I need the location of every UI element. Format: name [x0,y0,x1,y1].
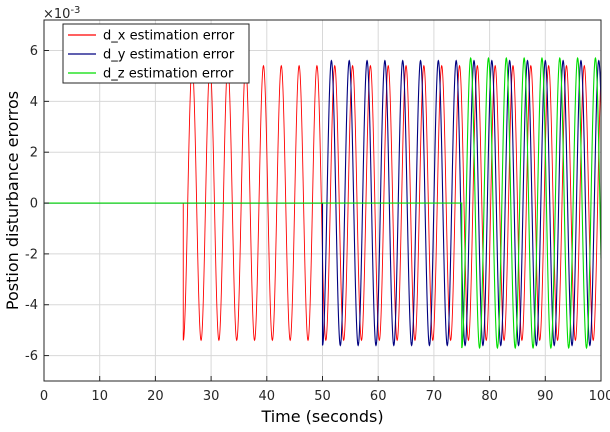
x-axis: 0 10 20 30 40 50 60 70 80 90 100 [40,376,610,404]
y-tick-label: 0 [30,197,38,212]
series-layer [44,56,602,350]
legend-entry: d_x estimation error [103,29,235,44]
y-axis: -6 -4 -2 0 2 4 6 [25,44,49,364]
y-tick-label: 4 [30,95,38,110]
y-axis-label: Postion disturbance erorros [3,91,22,310]
y-tick-label: -4 [25,298,38,313]
x-tick-label: 90 [537,389,554,404]
y-axis-exponent: ×10-3 [43,5,80,22]
x-tick-label: 30 [203,389,220,404]
y-tick-label: 6 [30,44,38,59]
x-tick-label: 100 [589,389,610,404]
legend-entry: d_z estimation error [103,67,234,82]
x-tick-label: 40 [259,389,276,404]
x-tick-label: 0 [40,389,48,404]
x-tick-label: 50 [314,389,331,404]
y-tick-label: 2 [30,146,38,161]
y-tick-label: -6 [25,349,38,364]
x-axis-label: Time (seconds) [260,407,383,426]
legend-entry: d_y estimation error [103,48,235,63]
x-tick-label: 20 [147,389,164,404]
x-tick-label: 80 [481,389,498,404]
legend: d_x estimation error d_y estimation error… [62,23,250,84]
x-tick-label: 60 [370,389,387,404]
x-tick-label: 10 [91,389,108,404]
y-tick-label: -2 [25,247,38,262]
series-line-1 [44,64,602,342]
x-tick-label: 70 [426,389,443,404]
series-line-3 [44,56,602,350]
